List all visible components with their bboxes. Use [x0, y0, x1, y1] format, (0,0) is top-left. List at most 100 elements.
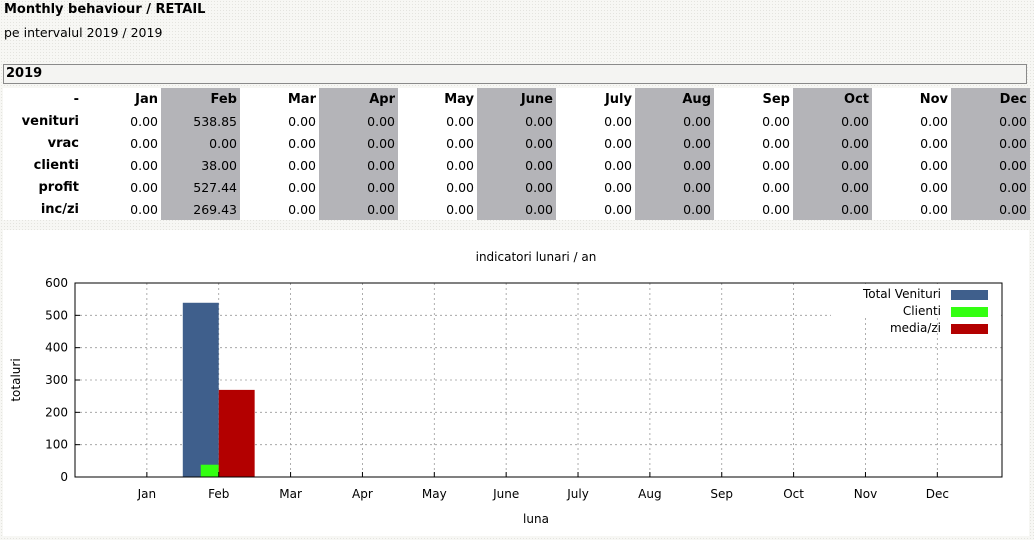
table-cell: 0.00 — [319, 176, 398, 198]
table-row: venituri 0.00 538.85 0.00 0.00 0.00 0.00 0.00 0.… — [3, 110, 1030, 132]
table-cell: 0.00 — [477, 176, 556, 198]
x-tick-label: Feb — [208, 487, 229, 501]
legend-swatch — [951, 324, 988, 334]
table-row: clienti 0.00 38.00 0.00 0.00 0.00 0.00 0.00 0.00… — [3, 154, 1030, 176]
table-cell: 0.00 — [951, 176, 1030, 198]
table-row: vrac 0.00 0.00 0.00 0.00 0.00 0.00 0.00 0.00 0.00… — [3, 132, 1030, 154]
x-tick-label: June — [492, 487, 519, 501]
table-cell: 0.00 — [161, 132, 240, 154]
year-header: 2019 — [3, 64, 1027, 84]
bar-media-zi-feb — [218, 389, 255, 477]
table-cell: 0.00 — [635, 132, 714, 154]
table-cell: 0.00 — [556, 198, 635, 220]
table-cell: 0.00 — [635, 198, 714, 220]
legend-swatch — [951, 307, 988, 317]
row-label: clienti — [3, 154, 82, 176]
table-cell: 0.00 — [635, 154, 714, 176]
bar-total-venituri-feb — [182, 302, 219, 477]
table-cell: 0.00 — [398, 198, 477, 220]
table-cell: 0.00 — [635, 110, 714, 132]
table-cell: 0.00 — [714, 132, 793, 154]
chart-title: indicatori lunari / an — [476, 250, 597, 264]
month-header-dec: Dec — [951, 88, 1030, 110]
table-cell: 0.00 — [398, 154, 477, 176]
chart-y-axis-label: totaluri — [9, 358, 23, 401]
month-header-nov: Nov — [872, 88, 951, 110]
table-cell: 0.00 — [319, 154, 398, 176]
table-cell: 0.00 — [240, 110, 319, 132]
y-tick-label: 100 — [45, 438, 68, 452]
x-tick-label: Apr — [352, 487, 373, 501]
table-cell: 0.00 — [398, 132, 477, 154]
table-cell: 0.00 — [793, 110, 872, 132]
y-tick-label: 500 — [45, 308, 68, 322]
bar-clienti-feb — [200, 464, 219, 477]
table-cell: 0.00 — [82, 132, 161, 154]
table-cell: 0.00 — [872, 132, 951, 154]
legend-label: media/zi — [890, 321, 941, 335]
table-cell: 269.43 — [161, 198, 240, 220]
table-row: profit 0.00 527.44 0.00 0.00 0.00 0.00 0.00 0.00… — [3, 176, 1030, 198]
table-cell: 0.00 — [398, 110, 477, 132]
month-header-may: May — [398, 88, 477, 110]
table-cell: 0.00 — [477, 132, 556, 154]
y-tick-label: 600 — [45, 276, 68, 290]
table-cell: 0.00 — [556, 132, 635, 154]
table-cell: 0.00 — [872, 154, 951, 176]
table-cell: 0.00 — [951, 110, 1030, 132]
table-cell: 0.00 — [477, 198, 556, 220]
table-cell: 538.85 — [161, 110, 240, 132]
table-corner: - — [3, 88, 82, 110]
y-tick-label: 400 — [45, 341, 68, 355]
table-cell: 0.00 — [714, 154, 793, 176]
legend-label: Clienti — [903, 304, 941, 318]
x-tick-label: Aug — [638, 487, 661, 501]
table-cell: 0.00 — [951, 154, 1030, 176]
page-subtitle: pe intervalul 2019 / 2019 — [4, 25, 163, 40]
table-header-row: - Jan Feb Mar Apr May June July Aug Sep Oct Nov Dec — [3, 88, 1030, 110]
row-label: vrac — [3, 132, 82, 154]
month-header-jan: Jan — [82, 88, 161, 110]
table-cell: 0.00 — [240, 132, 319, 154]
row-label: profit — [3, 176, 82, 198]
month-header-feb: Feb — [161, 88, 240, 110]
table-cell: 0.00 — [82, 176, 161, 198]
table-cell: 0.00 — [714, 198, 793, 220]
x-tick-label: Mar — [279, 487, 302, 501]
table-cell: 0.00 — [793, 176, 872, 198]
y-tick-label: 300 — [45, 373, 68, 387]
table-cell: 0.00 — [872, 110, 951, 132]
table-cell: 0.00 — [951, 132, 1030, 154]
month-header-june: June — [477, 88, 556, 110]
month-header-oct: Oct — [793, 88, 872, 110]
table-cell: 0.00 — [319, 132, 398, 154]
table-cell: 0.00 — [793, 132, 872, 154]
plot-frame — [74, 282, 1003, 478]
month-header-aug: Aug — [635, 88, 714, 110]
month-header-apr: Apr — [319, 88, 398, 110]
table-cell: 0.00 — [477, 110, 556, 132]
table-cell: 0.00 — [477, 154, 556, 176]
table-cell: 0.00 — [951, 198, 1030, 220]
page-title: Monthly behaviour / RETAIL — [4, 2, 206, 17]
x-tick-label: May — [422, 487, 447, 501]
x-tick-label: Dec — [926, 487, 949, 501]
row-label: venituri — [3, 110, 82, 132]
legend-swatch — [951, 290, 988, 300]
table-cell: 0.00 — [556, 110, 635, 132]
table-cell: 0.00 — [635, 176, 714, 198]
table-cell: 0.00 — [398, 176, 477, 198]
table-cell: 0.00 — [872, 198, 951, 220]
monthly-indicators-chart: indicatori lunari / an totaluri luna 0 10… — [9, 250, 1003, 526]
x-tick-label: Nov — [854, 487, 877, 501]
table-cell: 0.00 — [714, 110, 793, 132]
table-cell: 0.00 — [240, 154, 319, 176]
table-cell: 0.00 — [793, 198, 872, 220]
x-tick-label: July — [566, 487, 589, 501]
table-cell: 0.00 — [82, 198, 161, 220]
y-tick-label: 200 — [45, 405, 68, 419]
x-tick-label: Oct — [783, 487, 804, 501]
table-cell: 38.00 — [161, 154, 240, 176]
table-cell: 527.44 — [161, 176, 240, 198]
table-cell: 0.00 — [240, 176, 319, 198]
